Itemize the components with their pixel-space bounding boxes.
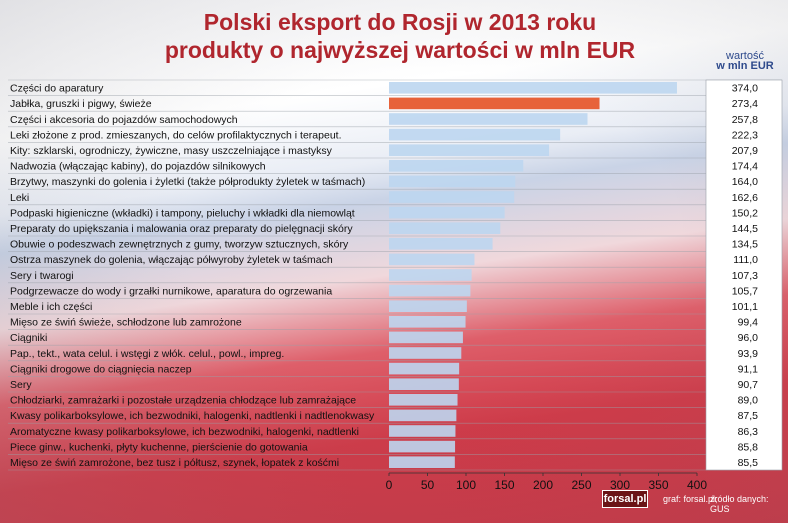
bar bbox=[389, 378, 459, 390]
forsal-logo: forsal.pl bbox=[602, 490, 648, 508]
value-label: 164,0 bbox=[732, 176, 758, 188]
value-label: 89,0 bbox=[738, 395, 759, 407]
x-tick-label: 200 bbox=[533, 478, 553, 492]
value-label: 174,4 bbox=[732, 161, 758, 173]
category-label: Ostrza maszynek do golenia, włączając pó… bbox=[10, 254, 333, 266]
bar bbox=[389, 362, 460, 375]
value-label: 207,9 bbox=[732, 145, 758, 157]
category-label: Obuwie o podeszwach zewnętrznych z gumy,… bbox=[10, 239, 349, 251]
x-tick-label: 150 bbox=[494, 478, 514, 492]
value-label: 90,7 bbox=[738, 379, 759, 391]
x-tick-label: 0 bbox=[386, 478, 393, 492]
category-label: Chłodziarki, zamrażarki i pozostałe urzą… bbox=[10, 395, 356, 407]
bar bbox=[389, 238, 493, 250]
value-column-header: wartość w mln EUR bbox=[706, 50, 784, 72]
bar bbox=[389, 128, 561, 141]
category-label: Leki bbox=[10, 192, 29, 204]
category-label: Ciągniki bbox=[10, 332, 47, 344]
chart-title-line-2: produkty o najwyższej wartości w mln EUR bbox=[164, 37, 636, 63]
category-label: Podgrzewacze do wody i grzałki nurnikowe… bbox=[10, 285, 332, 297]
category-label: Mięso ze świń świeże, schłodzone lub zam… bbox=[10, 317, 242, 329]
bar bbox=[389, 316, 466, 328]
x-tick-label: 50 bbox=[421, 478, 435, 492]
value-label: 86,3 bbox=[738, 426, 759, 438]
category-label: Jabłka, gruszki i pigwy, świeże bbox=[10, 98, 152, 110]
category-label: Podpaski higieniczne (wkładki) i tampony… bbox=[10, 207, 355, 219]
category-label: Kwasy polikarboksylowe, ich bezwodniki, … bbox=[10, 410, 375, 422]
bar bbox=[389, 425, 456, 437]
value-label: 91,1 bbox=[738, 363, 759, 375]
value-label: 150,2 bbox=[732, 207, 758, 219]
value-label: 134,5 bbox=[732, 239, 758, 251]
value-label: 273,4 bbox=[732, 98, 758, 110]
bar bbox=[389, 300, 467, 312]
value-label: 144,5 bbox=[732, 223, 758, 235]
bar bbox=[389, 222, 501, 234]
value-label: 93,9 bbox=[738, 348, 759, 360]
x-tick-label: 100 bbox=[456, 478, 476, 492]
value-label: 222,3 bbox=[732, 129, 758, 141]
bar bbox=[389, 113, 588, 125]
value-label: 107,3 bbox=[732, 270, 758, 282]
bar bbox=[389, 456, 455, 468]
category-label: Części i akcesoria do pojazdów samochodo… bbox=[10, 114, 238, 126]
bar bbox=[389, 175, 516, 188]
value-header-line-2: w mln EUR bbox=[716, 60, 774, 72]
value-label: 87,5 bbox=[738, 410, 759, 422]
category-label: Kity: szklarski, ogrodniczy, żywiczne, m… bbox=[10, 145, 333, 157]
bar bbox=[389, 347, 462, 359]
category-label: Ciągniki drogowe do ciągnięcia naczep bbox=[10, 363, 192, 375]
category-label: Mięso ze świń zamrożone, bez tusz i półt… bbox=[10, 457, 339, 469]
category-label: Aromatyczne kwasy polikarboksylowe, ich … bbox=[10, 426, 359, 438]
category-label: Pap., tekt., wata celul. i wstęgi z włók… bbox=[10, 348, 284, 360]
category-label: Preparaty do upiększania i malowania ora… bbox=[10, 223, 353, 235]
value-label: 111,0 bbox=[733, 254, 758, 266]
x-tick-label: 350 bbox=[648, 478, 668, 492]
x-tick-label: 400 bbox=[687, 478, 707, 492]
x-tick-label: 250 bbox=[571, 478, 591, 492]
bar bbox=[389, 440, 456, 453]
category-label: Nadwozia (włączając kabiny), do pojazdów… bbox=[10, 161, 266, 173]
bar bbox=[389, 144, 550, 156]
bar bbox=[389, 394, 458, 406]
value-label: 374,0 bbox=[732, 83, 758, 95]
category-label: Sery i twarogi bbox=[10, 270, 74, 282]
bar bbox=[389, 82, 677, 94]
chart-title: Polski eksport do Rosji w 2013 roku prod… bbox=[120, 8, 680, 64]
value-label: 96,0 bbox=[738, 332, 759, 344]
bar bbox=[389, 331, 463, 344]
value-label: 101,1 bbox=[732, 301, 758, 313]
value-label: 162,6 bbox=[732, 192, 758, 204]
value-label: 85,5 bbox=[738, 457, 759, 469]
bar bbox=[389, 269, 472, 281]
category-label: Części do aparatury bbox=[10, 83, 104, 95]
value-header-line-1: wartość bbox=[726, 50, 764, 62]
category-label: Leki złożone z prod. zmieszanych, do cel… bbox=[10, 129, 342, 141]
bar bbox=[389, 409, 457, 422]
value-label: 105,7 bbox=[732, 285, 758, 297]
value-column-box bbox=[705, 79, 783, 471]
x-tick-label: 300 bbox=[610, 478, 630, 492]
data-source: źródło danych: GUS bbox=[710, 494, 769, 514]
bar bbox=[389, 97, 600, 110]
bar bbox=[389, 206, 505, 219]
bar bbox=[389, 160, 524, 172]
value-label: 99,4 bbox=[738, 317, 759, 329]
bar bbox=[389, 284, 471, 297]
category-label: Meble i ich części bbox=[10, 301, 92, 313]
bar bbox=[389, 253, 475, 266]
chart-title-line-1: Polski eksport do Rosji w 2013 roku bbox=[203, 9, 597, 35]
value-label: 257,8 bbox=[732, 114, 758, 126]
graphic-credit: graf: forsal.pl; bbox=[663, 494, 718, 504]
bar bbox=[389, 191, 515, 203]
category-label: Brzytwy, maszynki do golenia i żyletki (… bbox=[10, 176, 365, 188]
category-label: Sery bbox=[10, 379, 32, 391]
category-label: Piece ginw., kuchenki, płyty kuchenne, p… bbox=[10, 441, 308, 453]
value-label: 85,8 bbox=[738, 441, 759, 453]
